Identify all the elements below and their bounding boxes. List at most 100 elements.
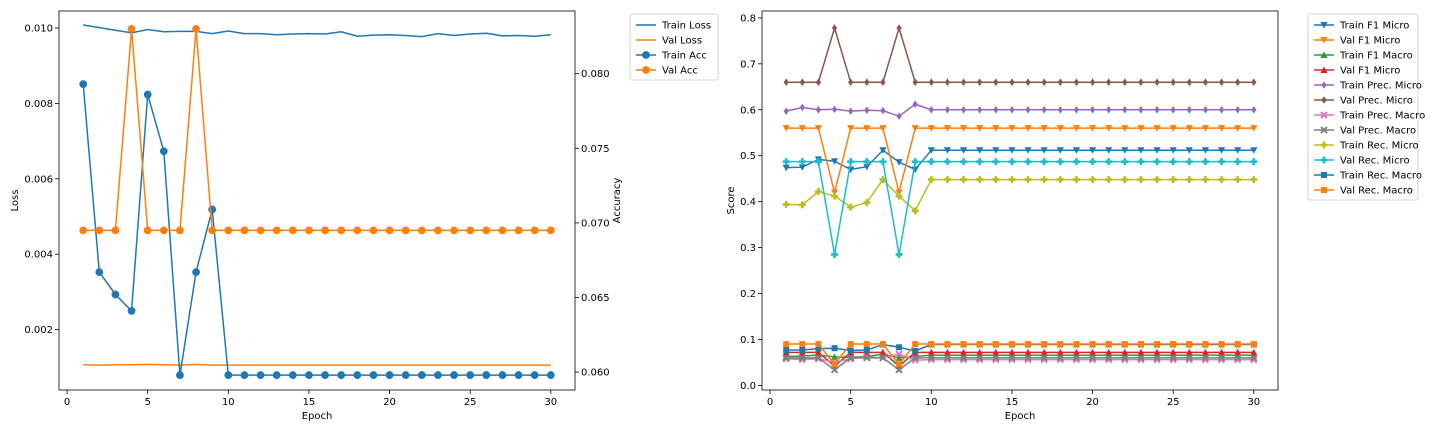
x-axis-label: Epoch (302, 411, 333, 422)
data-point (976, 158, 984, 166)
data-point (466, 371, 475, 379)
data-point (895, 366, 903, 374)
y2-tick-label: 0.075 (581, 144, 610, 155)
data-point (1024, 348, 1032, 356)
data-point (1024, 125, 1032, 132)
data-point (863, 125, 871, 132)
data-point (482, 371, 491, 379)
legend-label: Train Acc (661, 51, 707, 62)
data-point (992, 354, 1000, 362)
data-point (79, 226, 88, 235)
data-point (993, 105, 999, 114)
data-point (1234, 147, 1242, 154)
data-point (1025, 341, 1032, 348)
x-tick-label: 15 (1006, 397, 1019, 408)
data-point (224, 371, 233, 379)
legend-label: Val Prec. Micro (1340, 96, 1413, 107)
data-point (799, 78, 805, 87)
data-point (943, 125, 952, 132)
data-point (896, 361, 903, 368)
data-point (880, 106, 886, 115)
x-tick-label: 5 (145, 397, 151, 408)
data-point (782, 164, 790, 172)
data-point (1137, 176, 1145, 184)
legend-label: Train F1 Macro (1339, 51, 1413, 62)
x-tick-label: 5 (848, 397, 854, 408)
data-point (1025, 105, 1031, 114)
data-point (1089, 176, 1097, 184)
data-point (928, 341, 935, 348)
legend-marker (642, 51, 650, 59)
y-axis-label: Loss (10, 190, 21, 212)
series-val-rec-micro (782, 158, 1258, 258)
x-tick-label: 10 (222, 397, 235, 408)
data-point (1040, 147, 1048, 154)
legend-label: Val Rec. Micro (1340, 156, 1410, 167)
data-point (1251, 105, 1257, 114)
data-point (417, 226, 426, 235)
data-point (1137, 348, 1145, 356)
data-point (1008, 147, 1016, 154)
data-point (992, 125, 1000, 132)
y-tick-label: 0.1 (740, 335, 756, 346)
data-point (1057, 105, 1063, 114)
data-point (385, 371, 394, 379)
data-point (831, 361, 838, 368)
data-point (815, 341, 822, 348)
data-point (880, 78, 886, 87)
data-point (1089, 78, 1096, 87)
data-point (1105, 147, 1113, 154)
data-point (321, 226, 329, 235)
data-point (798, 164, 806, 171)
x-tick-label: 15 (303, 397, 316, 408)
series-line (786, 357, 1254, 371)
data-point (959, 348, 968, 356)
data-point (1105, 341, 1112, 348)
data-point (1105, 158, 1113, 166)
y-tick-label: 0.8 (740, 13, 756, 24)
legend-1: Train F1 Micro Val F1 Micro Train F1 Macro… (1307, 13, 1425, 201)
legend-label: Train Prec. Macro (1339, 111, 1425, 122)
data-point (1009, 105, 1015, 114)
data-point (1008, 354, 1016, 362)
y2-axis-label: Accuracy (612, 178, 623, 224)
data-point (1218, 341, 1225, 348)
data-point (1041, 78, 1047, 87)
data-point (1234, 176, 1242, 184)
data-point (1056, 158, 1064, 166)
data-point (1121, 147, 1129, 154)
data-point (959, 354, 968, 362)
data-point (1121, 125, 1129, 132)
data-point (783, 107, 789, 115)
data-point (912, 78, 918, 87)
legend-marker (1321, 172, 1327, 178)
data-point (1250, 147, 1258, 154)
data-point (928, 78, 934, 87)
data-point (783, 347, 790, 354)
data-point (943, 348, 952, 356)
data-point (912, 341, 919, 348)
data-point (272, 371, 281, 379)
legend-marker (1320, 22, 1328, 29)
data-point (1185, 176, 1193, 184)
data-point (912, 100, 918, 109)
data-point (369, 371, 378, 379)
data-point (1057, 78, 1063, 87)
data-point (863, 199, 871, 207)
legend-marker (1321, 81, 1327, 89)
data-point (337, 371, 346, 379)
data-point (1217, 354, 1226, 362)
data-point (895, 192, 903, 200)
data-point (992, 147, 1000, 154)
legend-marker (1320, 37, 1328, 44)
data-point (1170, 105, 1176, 114)
axes-frame (761, 10, 1279, 391)
data-point (1088, 125, 1097, 132)
y2-tick-label: 0.070 (581, 218, 610, 229)
data-point (831, 105, 838, 114)
y-tick-label: 0.0 (740, 381, 756, 392)
series-val-prec-micro (783, 24, 1257, 87)
data-point (143, 226, 152, 235)
y-tick-label: 0.5 (740, 151, 756, 162)
data-point (1169, 176, 1177, 184)
